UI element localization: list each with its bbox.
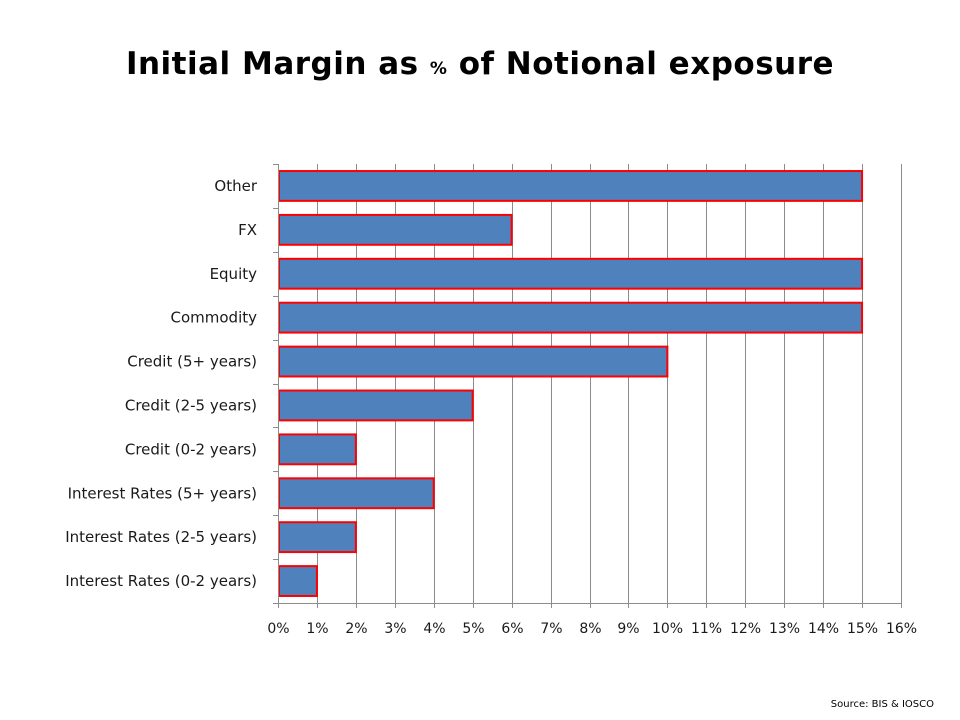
x-tick-label: 15% <box>847 621 878 637</box>
category-labels: Other FX Equity Commodity Credit (5+ years) C… <box>65 177 258 590</box>
bar <box>278 477 435 510</box>
x-tick-label: 8% <box>579 621 601 637</box>
category-label: Credit (0-2 years) <box>125 440 257 458</box>
bar <box>278 213 513 246</box>
bar <box>278 433 357 466</box>
x-tick-label: 13% <box>769 621 800 637</box>
bar <box>278 170 864 202</box>
category-label: Interest Rates (5+ years) <box>68 484 257 502</box>
axes <box>273 164 902 608</box>
category-label: Interest Rates (0-2 years) <box>65 572 257 590</box>
category-label: Commodity <box>171 309 258 327</box>
x-tick-label: 7% <box>540 621 562 637</box>
source-note: Source: BIS & IOSCO <box>830 699 934 710</box>
x-tick-label: 14% <box>808 621 839 637</box>
bar <box>278 345 669 378</box>
x-tick-labels: 0% 1% 2% 3% 4% 5% 6% 7% 8% 9% 10% 11% 12% 13% 14% 15% 16… <box>267 621 917 637</box>
bar <box>278 565 318 597</box>
x-tick-label: 12% <box>730 621 761 637</box>
category-label: Credit (5+ years) <box>127 353 257 371</box>
bars <box>278 170 864 597</box>
x-tick-label: 9% <box>617 621 639 637</box>
category-label: Credit (2-5 years) <box>125 396 257 414</box>
category-label: FX <box>238 221 257 239</box>
title-part-percent: % <box>429 59 448 79</box>
x-tick-label: 4% <box>423 621 445 637</box>
x-tick-label: 16% <box>886 621 917 637</box>
title-part-2: of Notional exposure <box>447 46 835 82</box>
title-part-1: Initial Margin as <box>125 46 430 82</box>
bar <box>278 521 357 554</box>
category-label: Interest Rates (2-5 years) <box>65 528 257 546</box>
category-label: Equity <box>210 265 258 283</box>
bar <box>278 301 864 334</box>
x-tick-label: 0% <box>267 621 289 637</box>
x-tick-label: 5% <box>462 621 484 637</box>
x-tick-label: 1% <box>306 621 328 637</box>
chart-title: Initial Margin as % of Notional exposure <box>0 46 960 82</box>
x-tick-label: 10% <box>652 621 683 637</box>
x-tick-label: 2% <box>345 621 367 637</box>
bar <box>278 389 474 422</box>
x-tick-label: 6% <box>501 621 523 637</box>
x-tick-label: 3% <box>384 621 406 637</box>
category-label: Other <box>214 177 257 195</box>
bar <box>278 257 864 290</box>
x-tick-label: 11% <box>691 621 722 637</box>
